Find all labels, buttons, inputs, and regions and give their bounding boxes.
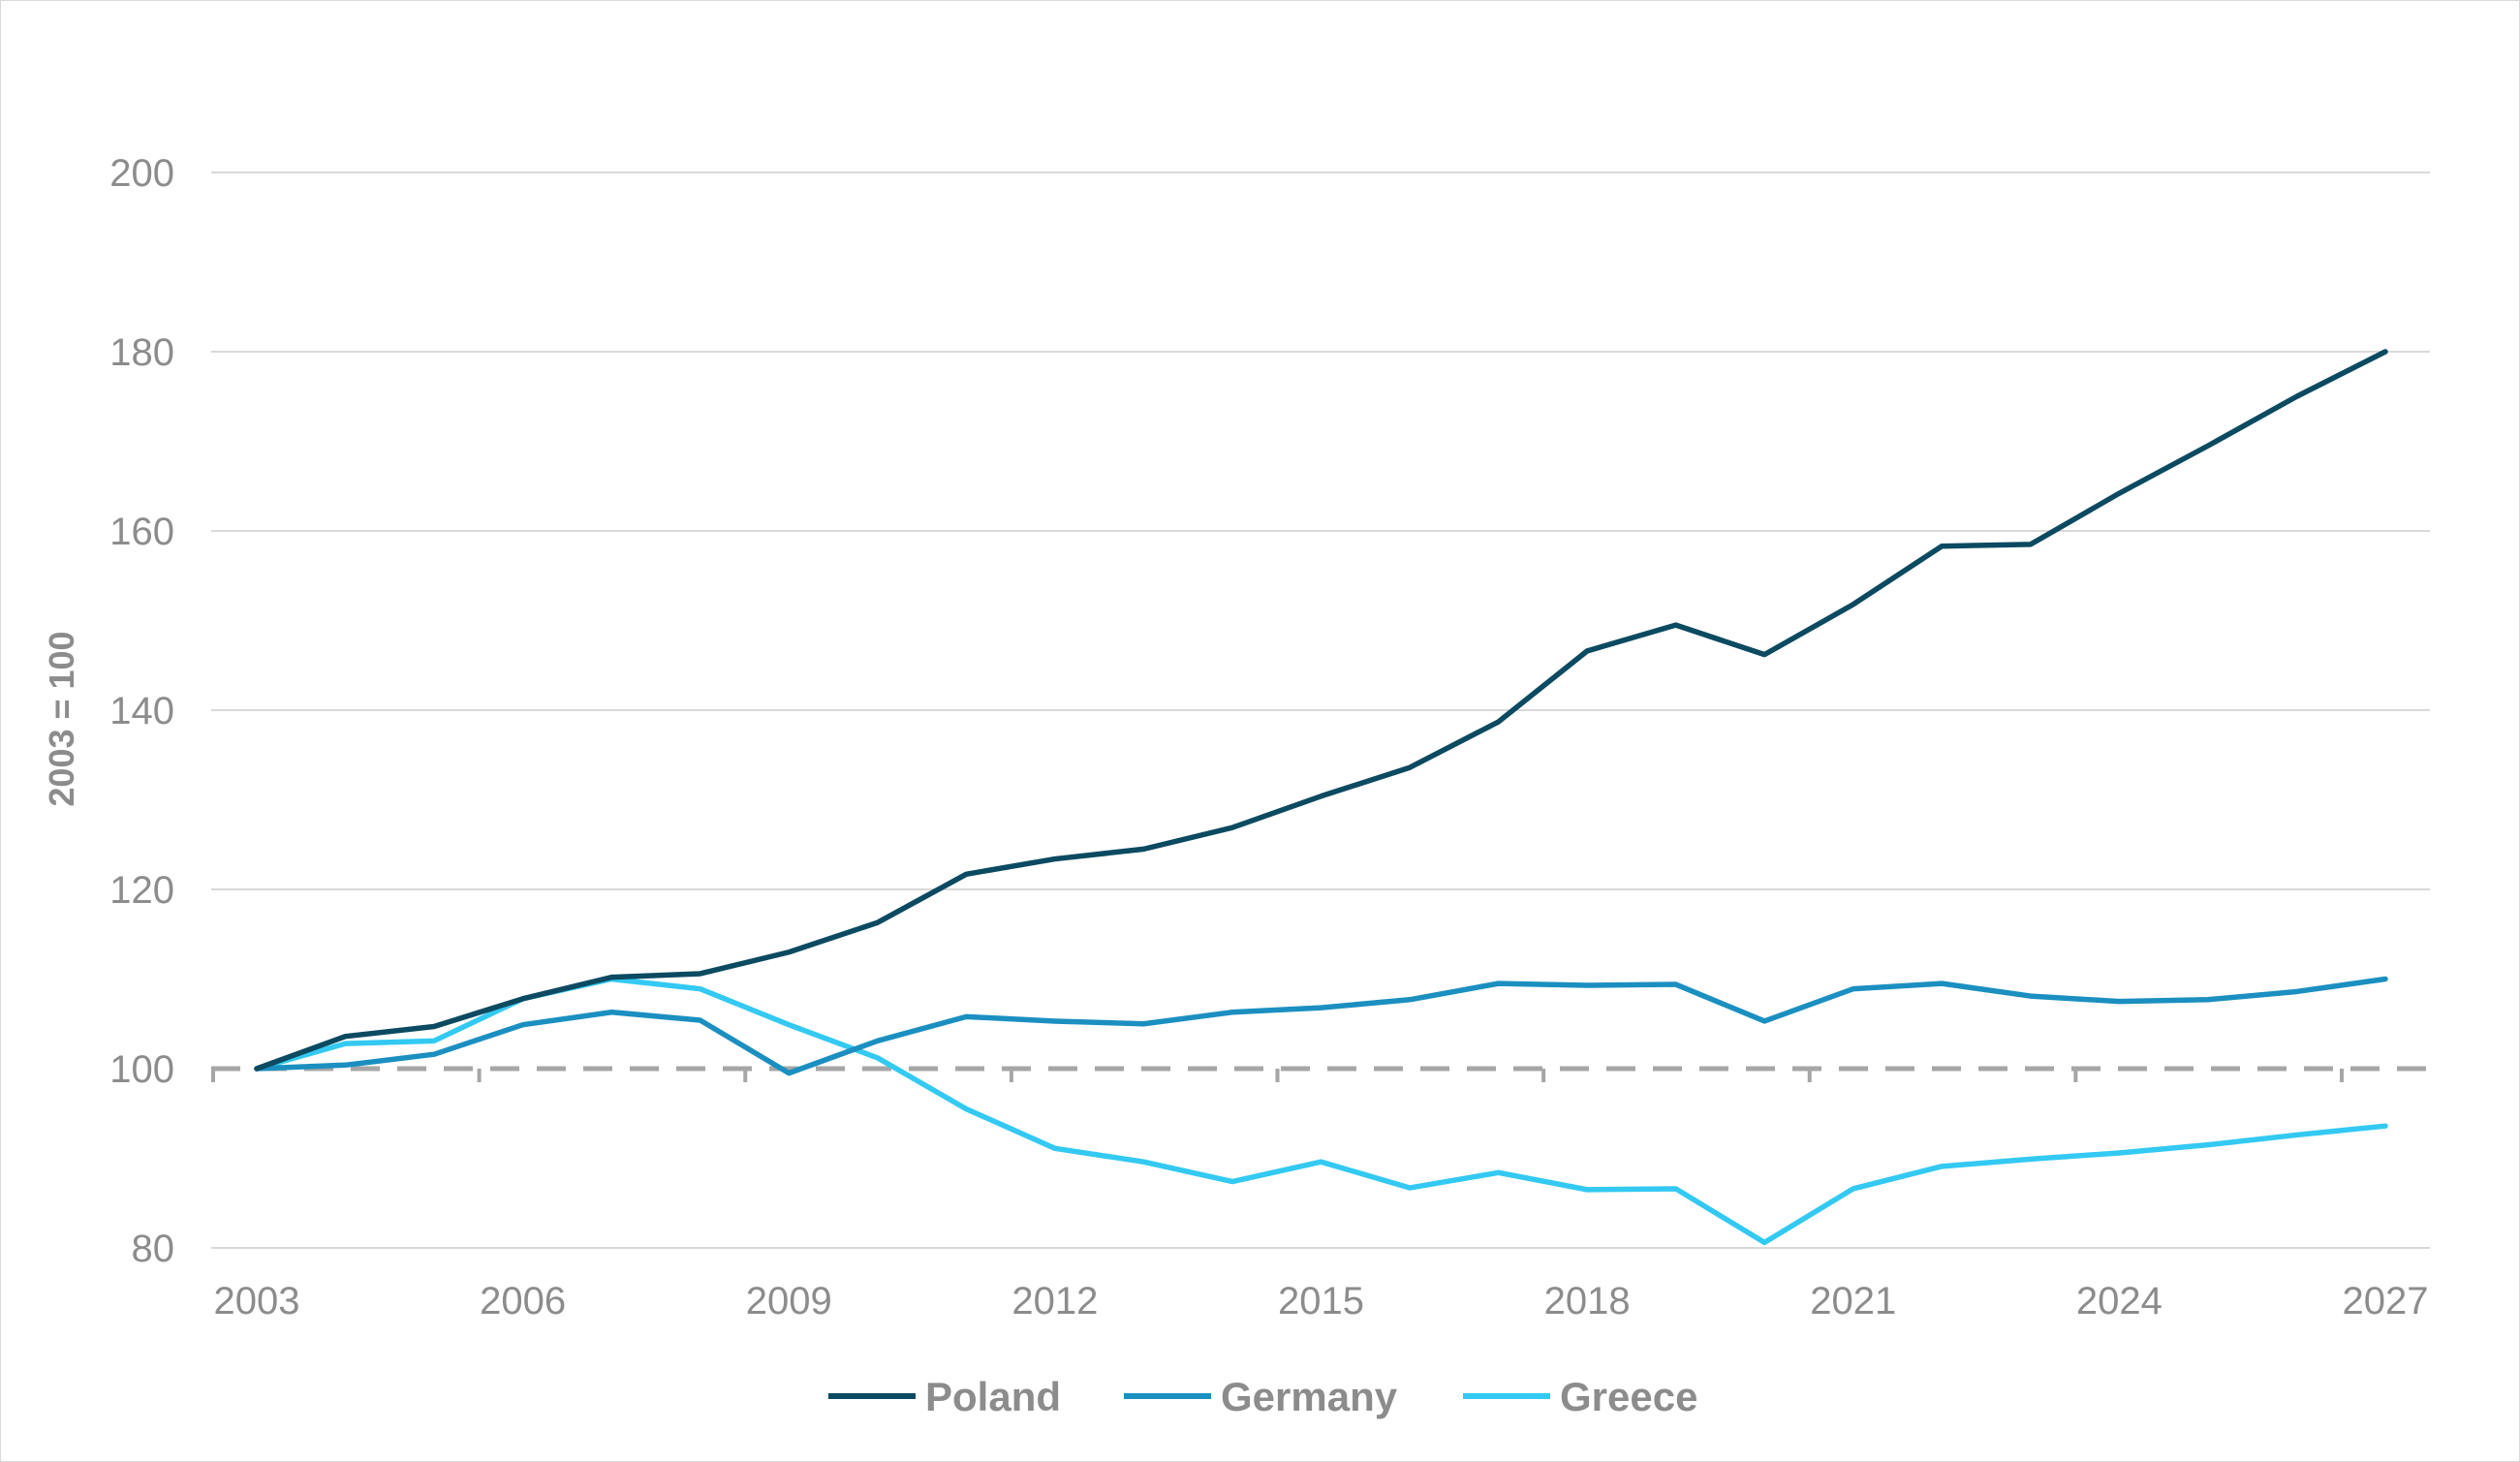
x-tick-label: 2012 xyxy=(1011,1280,1098,1322)
x-tick-label: 2021 xyxy=(1810,1280,1896,1322)
y-tick-label: 120 xyxy=(109,869,174,912)
gridlines xyxy=(211,171,2430,1249)
y-tick-label: 200 xyxy=(109,152,174,195)
x-tick-label: 2015 xyxy=(1278,1280,1364,1322)
x-tick-label: 2003 xyxy=(214,1280,300,1322)
y-tick-label: 160 xyxy=(109,511,174,553)
legend-label-greece: Greece xyxy=(1560,1374,1697,1419)
legend: Poland Germany Greece xyxy=(828,1374,1697,1419)
series-line-germany xyxy=(254,976,2388,1076)
x-tick-label: 2027 xyxy=(2343,1280,2429,1322)
y-tick-label: 180 xyxy=(109,331,174,374)
reference-line-group xyxy=(211,1066,2430,1082)
y-tick-label: 100 xyxy=(109,1048,174,1091)
x-tick-label: 2009 xyxy=(746,1280,832,1322)
y-tick-label: 140 xyxy=(109,690,174,732)
x-axis-ticks: 2003 2006 2009 2012 2015 2018 2021 2024 2027 xyxy=(214,1280,2429,1322)
y-axis-label: 2003 = 100 xyxy=(42,631,81,806)
y-tick-label: 80 xyxy=(132,1228,175,1270)
series-line-poland xyxy=(254,349,2388,1072)
legend-label-germany: Germany xyxy=(1221,1374,1398,1419)
x-tick-label: 2006 xyxy=(480,1280,566,1322)
x-tick-label: 2018 xyxy=(1544,1280,1631,1322)
y-axis-ticks: 80 100 120 140 160 180 200 xyxy=(109,152,174,1270)
x-tick-label: 2024 xyxy=(2076,1280,2162,1322)
series-lines xyxy=(254,349,2388,1246)
legend-label-poland: Poland xyxy=(925,1374,1061,1419)
